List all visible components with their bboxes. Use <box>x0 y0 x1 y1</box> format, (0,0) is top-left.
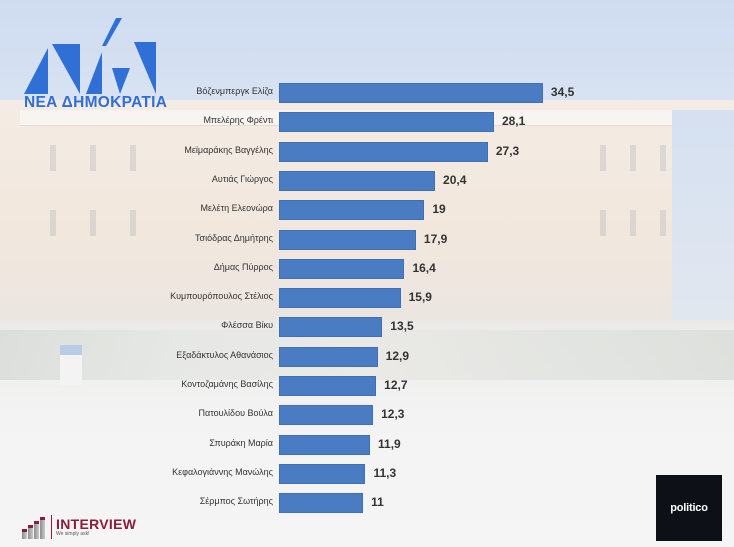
bar-row: Κοντοζαμάνης Βασίλης 12,7 <box>0 376 734 396</box>
publisher-logo: politico <box>656 475 722 541</box>
value-label: 12,3 <box>381 407 405 422</box>
pollster-logo: INTERVIEW We simply ask! <box>22 512 136 542</box>
bar <box>279 346 378 367</box>
category-label: Σπυράκη Μαρία <box>209 437 273 448</box>
bar-row: Μεϊμαράκης Βαγγέλης 27,3 <box>0 141 734 162</box>
value-label: 27,3 <box>495 143 520 158</box>
bar-row: Κεφαλογιάννης Μανώλης 11,3 <box>0 463 734 484</box>
category-label: Σέρμπος Σωτήρης <box>199 496 273 507</box>
category-label: Βόζενμπεργκ Ελίζα <box>196 86 273 96</box>
pollster-name: INTERVIEW <box>56 516 137 532</box>
value-label: 11,9 <box>378 436 401 451</box>
category-label: Φλέσσα Βίκυ <box>221 320 273 331</box>
value-label: 16,4 <box>412 260 436 275</box>
bar <box>279 405 374 426</box>
bar <box>279 493 364 514</box>
bar-row: Δήμας Πύρρος 16,4 <box>0 258 734 279</box>
bar <box>279 434 371 455</box>
category-label: Κυμπουρόπουλος Στέλιος <box>170 291 273 302</box>
pollster-tagline: We simply ask! <box>56 531 90 537</box>
bar <box>279 258 405 279</box>
category-label: Μπελέρης Φρέντι <box>203 115 273 126</box>
bar <box>279 141 488 162</box>
bar <box>279 376 377 396</box>
bar-graph-icon <box>22 515 45 539</box>
bar <box>279 170 436 191</box>
bar <box>279 463 366 484</box>
bar-row: Σέρμπος Σωτήρης 11 <box>0 493 734 514</box>
category-label: Κεφαλογιάννης Μανώλης <box>172 466 273 477</box>
bar <box>279 229 416 250</box>
bar-row: Αυτιάς Γιώργος 20,4 <box>0 170 734 191</box>
bar <box>279 288 401 309</box>
bar <box>279 200 425 221</box>
bar-row: Κυμπουρόπουλος Στέλιος 15,9 <box>0 288 734 309</box>
category-label: Εξαδάκτυλος Αθανάσιος <box>176 349 273 360</box>
value-label: 19 <box>432 202 446 217</box>
value-label: 12,7 <box>384 378 408 392</box>
publisher-name: politico <box>670 502 708 514</box>
bar-row: Μελέτη Ελεονώρα 19 <box>0 200 734 221</box>
bar <box>279 317 383 338</box>
category-label: Πατουλίδου Βούλα <box>198 408 274 419</box>
category-label: Μελέτη Ελεονώρα <box>200 203 273 214</box>
category-label: Τσιόδρας Δημήτρης <box>195 232 273 243</box>
bar <box>279 112 494 133</box>
party-logo <box>22 18 162 118</box>
value-label: 28,1 <box>501 114 526 129</box>
value-label: 17,9 <box>423 231 448 246</box>
value-label: 11 <box>371 495 384 510</box>
bar-row: Εξαδάκτυλος Αθανάσιος 12,9 <box>0 346 734 367</box>
value-label: 11,3 <box>373 465 397 480</box>
bar-row: Πατουλίδου Βούλα 12,3 <box>0 405 734 426</box>
category-label: Δήμας Πύρρος <box>213 261 273 272</box>
bar-row: Μπελέρης Φρέντι 28,1 <box>0 112 734 133</box>
value-label: 15,9 <box>408 290 432 305</box>
bar-row: Βόζενμπεργκ Ελίζα 34,5 <box>0 83 734 103</box>
bar-row: Φλέσσα Βίκυ 13,5 <box>0 317 734 338</box>
value-label: 34,5 <box>550 85 575 99</box>
category-label: Κοντοζαμάνης Βασίλης <box>181 379 273 389</box>
party-name: ΝΕΑ ΔΗΜΟΚΡΑΤΙΑ <box>24 94 168 111</box>
nd-triangles-icon <box>24 18 156 94</box>
value-label: 20,4 <box>443 172 467 187</box>
value-label: 13,5 <box>390 319 414 334</box>
bar-row: Σπυράκη Μαρία 11,9 <box>0 434 734 455</box>
bar-row: Τσιόδρας Δημήτρης 17,9 <box>0 229 734 250</box>
guard-booth <box>60 345 82 385</box>
category-label: Αυτιάς Γιώργος <box>211 173 273 184</box>
category-label: Μεϊμαράκης Βαγγέλης <box>184 144 273 155</box>
bar <box>279 83 543 103</box>
value-label: 12,9 <box>385 348 410 363</box>
